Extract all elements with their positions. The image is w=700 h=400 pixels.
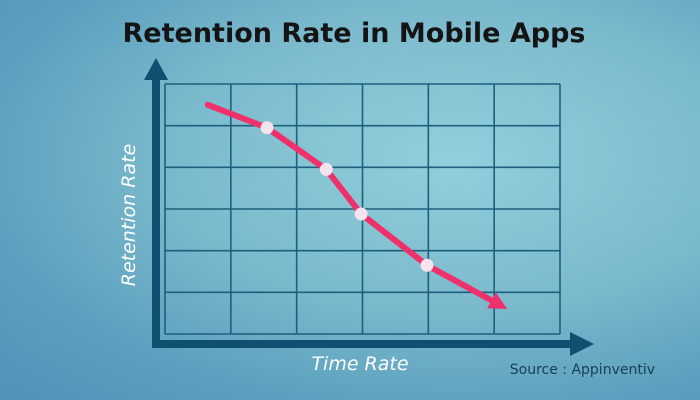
source-credit: Source : Appinventiv	[510, 362, 655, 378]
data-point	[319, 162, 333, 176]
data-point	[260, 121, 274, 135]
chart-series	[204, 101, 508, 309]
x-axis-arrowhead	[570, 332, 594, 356]
chart-title: Retention Rate in Mobile Apps	[123, 18, 586, 49]
x-axis-label: Time Rate	[311, 353, 408, 375]
y-axis-arrowhead	[144, 58, 168, 80]
series-arrowhead	[487, 292, 508, 309]
series-line	[204, 101, 495, 304]
y-axis-label: Retention Rate	[118, 144, 140, 287]
data-point	[354, 207, 368, 221]
data-point	[420, 258, 434, 272]
chart-grid	[164, 83, 561, 335]
